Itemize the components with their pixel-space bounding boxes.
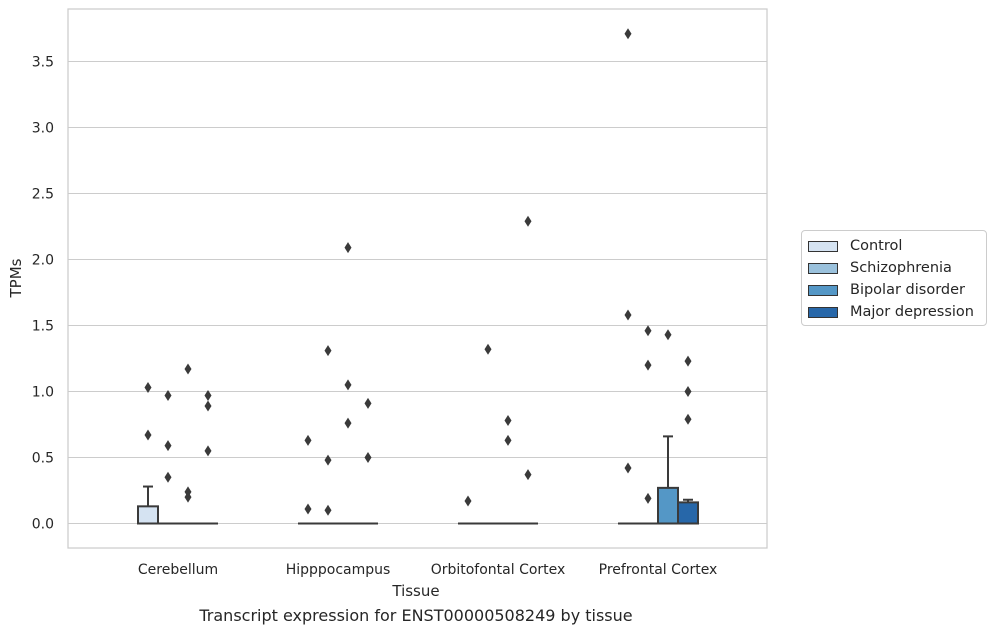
y-tick-label: 0.5 [32,451,54,467]
x-tick-label: Orbitofontal Cortex [431,562,566,578]
outlier-point [624,28,632,40]
outlier-point [624,309,632,321]
box [137,505,159,525]
boxes [137,28,699,525]
outlier-point [344,242,352,254]
y-tick-label: 3.0 [32,121,54,137]
legend-swatch-major-depression [808,306,838,318]
legend-label-major-depression: Major depression [850,304,974,320]
outlier-point [644,359,652,371]
outlier-point [324,454,332,466]
outlier-point [484,343,492,355]
legend-item-major-depression: Major depression [808,302,974,322]
outlier-point [684,386,692,397]
outlier-point [364,397,372,409]
plot-frame [67,8,768,549]
outlier-point [524,469,532,481]
outlier-point [504,415,512,427]
outlier-point [304,503,312,515]
outlier-point [644,325,652,337]
outlier-point [184,363,192,375]
outlier-point [164,440,172,452]
outlier-point [364,452,372,463]
legend-item-bipolar-disorder: Bipolar disorder [808,280,965,300]
outlier-point [524,215,532,227]
legend-label-schizophrenia: Schizophrenia [850,260,952,276]
y-tick-label: 1.5 [32,319,54,335]
outlier-point [184,486,192,498]
outlier-point [504,434,512,446]
outlier-point [324,504,332,516]
outlier-point [204,400,212,412]
legend-swatch-control [808,240,838,252]
outlier-point [684,355,692,367]
legend-label-bipolar-disorder: Bipolar disorder [850,282,965,298]
x-axis-label: Tissue [391,582,439,600]
outlier-point [464,495,472,507]
legend-label-control: Control [850,238,903,254]
outlier-point [664,329,672,341]
outlier-point [644,492,652,504]
chart-caption: Transcript expression for ENST0000050824… [199,606,633,625]
y-tick-label: 2.0 [32,253,54,269]
outlier-point [144,429,152,441]
legend-item-control: Control [808,236,902,256]
outlier-point [344,379,352,391]
outlier-point [304,434,312,446]
outlier-point [344,417,352,429]
outlier-point [164,471,172,483]
legend-item-schizophrenia: Schizophrenia [808,258,952,278]
y-tick-label: 3.5 [32,55,54,71]
outlier-point [204,445,212,457]
box [677,501,699,525]
plot-area [68,9,767,548]
y-tick-label: 1.0 [32,385,54,401]
outlier-point [164,389,172,401]
x-tick-label: Cerebellum [138,562,218,578]
y-tick-label: 2.5 [32,187,54,203]
outlier-point [684,413,692,425]
box [657,486,679,525]
y-axis-label: TPMs [7,258,25,298]
outlier-point [324,345,332,357]
outlier-point [624,462,632,474]
x-tick-label: Prefrontal Cortex [599,562,718,578]
outlier-point [144,382,152,394]
legend: Control Schizophrenia Bipolar disorder M… [801,230,987,326]
legend-swatch-bipolar-disorder [808,284,838,296]
outlier-point [204,389,212,401]
x-tick-label: Hipppocampus [286,562,391,578]
x-tick-labels: Cerebellum Hipppocampus Orbitofontal Corte… [138,562,717,578]
y-tick-labels: 0.0 0.5 1.0 1.5 2.0 2.5 3.0 3.5 [32,55,54,533]
y-tick-label: 0.0 [32,517,54,533]
legend-swatch-schizophrenia [808,262,838,274]
